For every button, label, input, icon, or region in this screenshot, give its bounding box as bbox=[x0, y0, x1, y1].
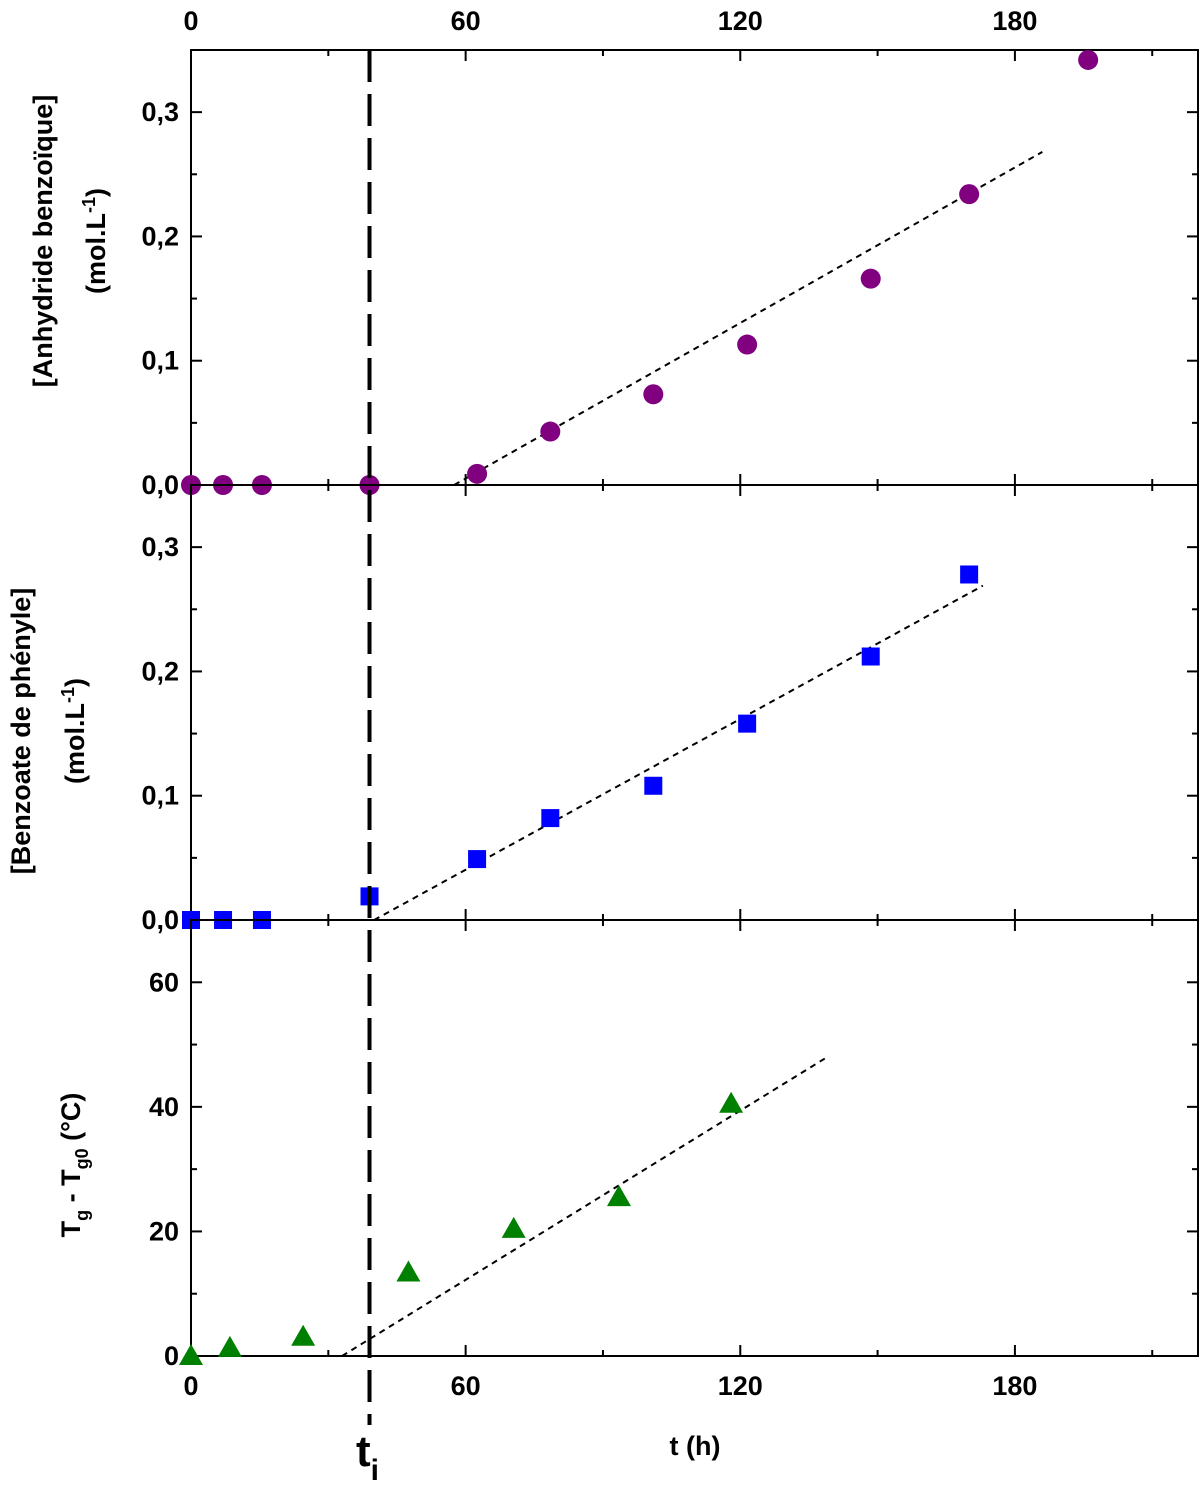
y-tick-label: 0,2 bbox=[141, 656, 179, 686]
data-point bbox=[468, 850, 487, 869]
top-x-tick-label: 120 bbox=[718, 6, 763, 36]
data-point bbox=[643, 384, 664, 405]
ti-label: ti bbox=[356, 1427, 379, 1487]
data-point bbox=[960, 565, 979, 584]
panel3-ylabel: Tg - Tg0 (°C) bbox=[56, 1093, 92, 1238]
panel2-ylabel-line2: (mol.L-1) bbox=[58, 678, 90, 784]
y-tick-label: 0,2 bbox=[141, 221, 179, 251]
x-axis-label: t (h) bbox=[670, 1431, 721, 1461]
data-point bbox=[179, 1344, 203, 1365]
y-tick-label: 0 bbox=[164, 1341, 179, 1371]
data-point bbox=[860, 268, 881, 289]
y-tick-label: 40 bbox=[149, 1092, 179, 1122]
panel-3-frame bbox=[190, 919, 1199, 1357]
panel1-ylabel-line1: [Anhydride benzoïque] bbox=[28, 95, 58, 388]
panel1-ylabel-line2: (mol.L-1) bbox=[79, 188, 111, 294]
data-point bbox=[861, 647, 880, 666]
panel2-ylabel-line1: [Benzoate de phényle] bbox=[6, 588, 36, 875]
data-point bbox=[467, 463, 488, 484]
top-x-tick-label: 0 bbox=[183, 6, 198, 36]
data-point bbox=[738, 714, 757, 733]
y-tick-label: 60 bbox=[149, 967, 179, 997]
y-tick-label: 0,3 bbox=[141, 97, 179, 127]
data-point bbox=[291, 1324, 316, 1346]
data-point bbox=[541, 809, 560, 828]
data-point bbox=[217, 1335, 242, 1357]
data-point bbox=[501, 1216, 526, 1238]
data-point bbox=[540, 421, 561, 442]
bottom-x-tick-label: 120 bbox=[718, 1371, 763, 1401]
data-point bbox=[644, 776, 663, 795]
data-point bbox=[959, 184, 980, 205]
bottom-x-tick-label: 180 bbox=[992, 1371, 1037, 1401]
bottom-x-tick-label: 60 bbox=[451, 1371, 481, 1401]
data-point bbox=[719, 1091, 744, 1113]
panel-1: 0,0 0,1 0,2 0,3 bbox=[141, 49, 1199, 500]
data-point bbox=[606, 1185, 631, 1207]
plot-area: 0,0 0,1 0,2 0,3 0,0 0,1 0,2 0,3 0 20 40 60 0 60 120 180… bbox=[141, 6, 1199, 1425]
panel-2: 0,0 0,1 0,2 0,3 bbox=[141, 484, 1199, 935]
top-x-tick-label: 60 bbox=[451, 6, 481, 36]
data-point bbox=[737, 334, 758, 355]
panel-1-frame bbox=[190, 49, 1199, 486]
panel-3: 0 20 40 60 bbox=[149, 919, 1199, 1371]
y-tick-label: 0,3 bbox=[141, 532, 179, 562]
y-tick-label: 20 bbox=[149, 1216, 179, 1246]
top-x-tick-label: 180 bbox=[992, 6, 1037, 36]
y-tick-label: 0,1 bbox=[141, 346, 179, 376]
panel-2-frame bbox=[190, 484, 1199, 921]
y-tick-label: 0,0 bbox=[141, 905, 179, 935]
fit-line bbox=[341, 1056, 828, 1357]
data-point bbox=[396, 1260, 421, 1282]
bottom-x-tick-label: 0 bbox=[183, 1371, 198, 1401]
y-tick-label: 0,1 bbox=[141, 781, 179, 811]
y-tick-label: 0,0 bbox=[141, 470, 179, 500]
fit-line bbox=[373, 584, 984, 921]
data-point bbox=[1078, 49, 1099, 70]
